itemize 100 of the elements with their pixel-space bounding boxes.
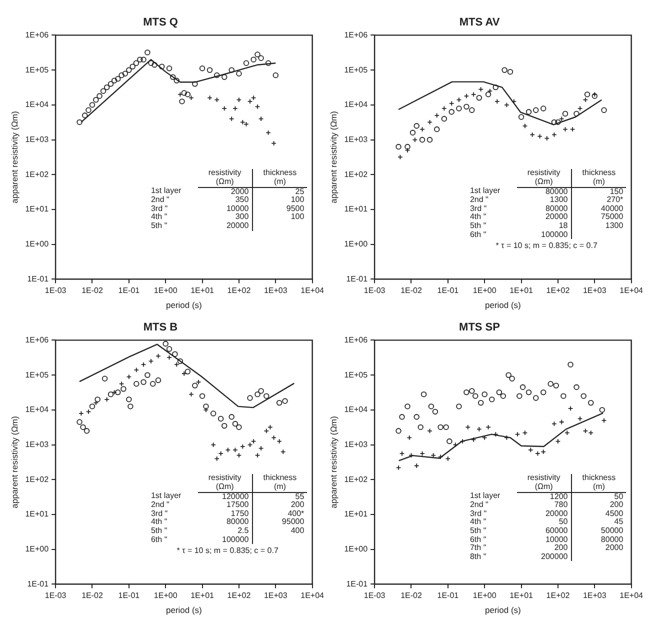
annotation: thickness (m) (252, 473, 308, 492)
x-tick-label: 1E-01 (118, 286, 140, 296)
annotation: 10000 (516, 534, 572, 544)
x-tick-label: 1E+04 (620, 286, 644, 296)
x-tick-label: 1E+02 (227, 591, 252, 600)
annotation: 150 (608, 186, 624, 196)
annotation: 2000 (604, 543, 624, 553)
annotation: 50 (516, 517, 572, 527)
annotation: 3rd " (150, 508, 169, 518)
y-tick-label: 1E+06 (344, 335, 368, 344)
annotation: 5th " (150, 526, 168, 536)
x-tick-label: 1E-01 (118, 591, 140, 600)
y-tick-label: 1E+04 (25, 405, 50, 414)
annotation: 2nd " (468, 195, 490, 205)
y-tick-label: 1E-01 (346, 274, 368, 284)
y-tick-label: 1E+04 (25, 100, 50, 110)
y-tick-label: 1E+00 (344, 240, 368, 249)
annotation: 20000 (516, 212, 572, 222)
y-tick-label: 1E+04 (344, 405, 368, 414)
y-tick-label: 1E+06 (344, 30, 368, 40)
annotation: 55 (294, 492, 306, 501)
x-tick-label: 1E+02 (227, 286, 252, 296)
x-tick-label: 1E+01 (190, 591, 215, 600)
x-tick-label: 1E+04 (300, 286, 325, 296)
annotation: 200 (608, 500, 624, 510)
x-tick-label: 1E+01 (510, 591, 534, 600)
x-tick-label: 1E+02 (546, 286, 570, 296)
annotation: 350 (198, 195, 252, 205)
annotation: 5th " (468, 220, 488, 231)
y-tick-label: 1E+02 (344, 170, 368, 179)
y-tick-label: 1E+02 (25, 474, 50, 484)
x-tick-label: 1E+02 (546, 591, 570, 600)
annotation: 200000 (516, 552, 572, 562)
annotation: * τ = 10 s; m = 0.835; c = 0.7 (176, 546, 280, 556)
annotation: 50 (613, 492, 624, 501)
y-tick-label: 1E+04 (344, 100, 368, 110)
annotation: 100 (290, 212, 306, 222)
y-axis-title: apparent resistivity (Ωm) (9, 416, 20, 508)
y-tick-label: 1E+03 (344, 440, 368, 449)
x-tick-label: 1E+03 (264, 591, 288, 600)
annotation: 270* (606, 195, 624, 205)
annotation: 1st layer (150, 186, 182, 196)
annotation: 25 (294, 186, 306, 196)
annotation: 1st layer (468, 491, 502, 501)
annotation: 100 (290, 195, 306, 205)
annotation: 780 (516, 500, 572, 510)
annotation: resistivity (Ωm) (516, 168, 572, 188)
x-tick-label: 1E-03 (44, 286, 67, 296)
annotation: 80000 (516, 186, 572, 196)
annotation: 80000 (600, 534, 624, 544)
x-axis-title: period (s) (484, 605, 522, 616)
annotation: 3rd " (468, 204, 488, 213)
annotation: 45 (613, 517, 624, 527)
annotation: 3rd " (150, 204, 169, 213)
annotation: 18 (516, 220, 572, 231)
annotation: 400* (286, 508, 306, 518)
x-tick-label: 1E+03 (264, 286, 288, 296)
annotation: 4th " (150, 517, 168, 527)
y-tick-label: 1E+01 (25, 204, 50, 214)
x-tick-label: 1E-02 (400, 591, 422, 600)
annotation: 1300 (516, 195, 572, 205)
annotation: 300 (198, 212, 252, 222)
chart-title: MTS Q (143, 16, 178, 29)
annotation: 2nd " (150, 195, 170, 205)
x-tick-label: 1E+00 (154, 591, 178, 600)
annotation: 40000 (600, 204, 624, 213)
x-tick-label: 1E+03 (582, 286, 607, 296)
annotation: thickness (m) (252, 168, 308, 188)
x-axis-title: period (s) (484, 300, 522, 310)
y-tick-label: 1E+02 (25, 170, 50, 179)
x-tick-label: 1E-02 (82, 286, 104, 296)
y-tick-label: 1E+00 (25, 240, 50, 249)
y-tick-label: 1E+06 (25, 335, 50, 344)
y-tick-label: 1E+00 (344, 544, 368, 554)
annotation: 9500 (285, 204, 306, 213)
annotation: resistivity (Ωm) (516, 473, 572, 492)
annotation: 5th " (468, 526, 488, 536)
x-tick-label: 1E+00 (472, 591, 497, 600)
annotation: 200 (516, 543, 572, 553)
y-axis-title: apparent resistivity (Ωm) (9, 110, 20, 204)
y-tick-label: 1E+00 (25, 544, 50, 554)
annotation: 2nd " (150, 500, 170, 510)
x-tick-label: 1E+04 (620, 591, 644, 600)
annotation: 100000 (198, 534, 252, 544)
y-tick-label: 1E+01 (344, 204, 368, 214)
y-tick-label: 1E-01 (27, 274, 50, 284)
annotation: resistivity (Ωm) (198, 168, 252, 188)
x-tick-label: 1E+03 (582, 591, 607, 600)
annotation: 60000 (516, 526, 572, 536)
annotation: 5th " (150, 220, 168, 231)
y-tick-label: 1E+01 (344, 510, 368, 519)
annotation: 2.5 (198, 526, 252, 536)
annotation: 10000 (198, 204, 252, 214)
annotation: 3rd " (468, 508, 488, 518)
annotation: * τ = 10 s; m = 0.835; c = 0.7 (494, 241, 598, 250)
annotation: 17500 (198, 500, 252, 510)
annotation: 1750 (198, 508, 252, 518)
x-tick-label: 1E-03 (364, 591, 386, 600)
annotation: 80000 (198, 517, 252, 527)
annotation: 400 (290, 526, 306, 536)
